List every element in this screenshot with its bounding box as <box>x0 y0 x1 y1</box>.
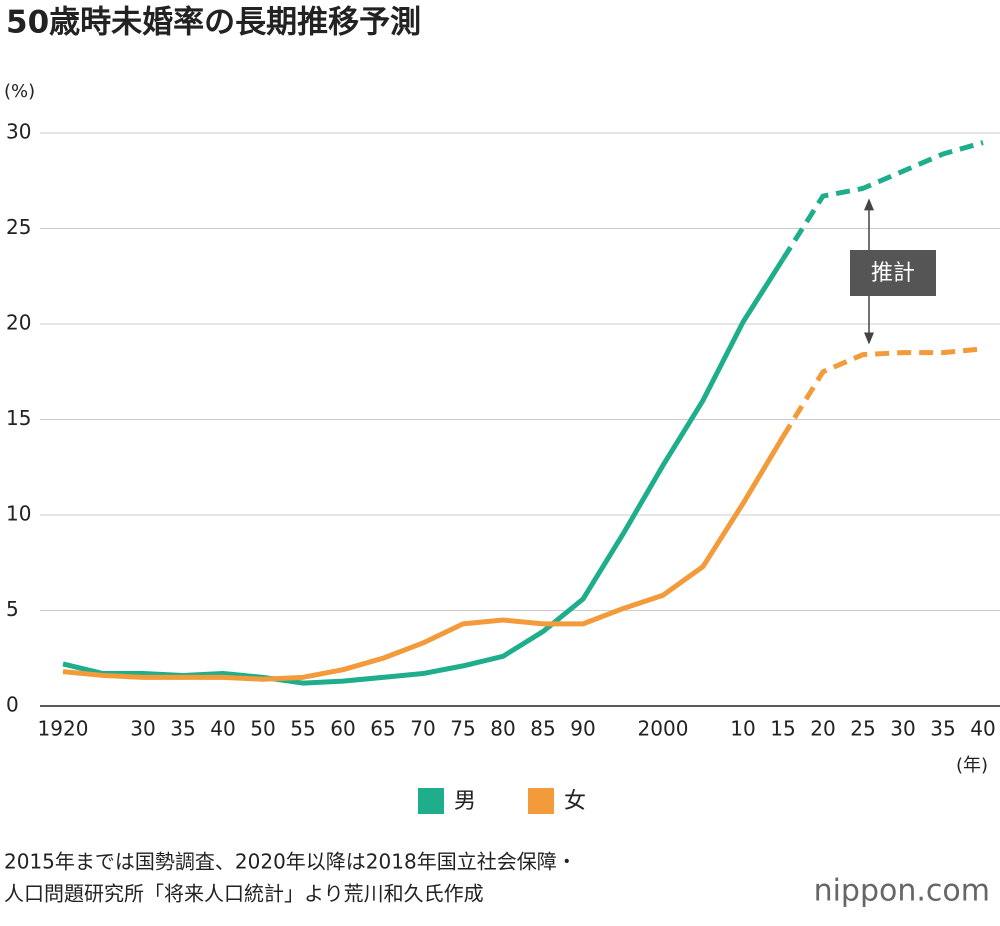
x-tick-label: 35 <box>930 717 955 741</box>
chart-title: 50歳時未婚率の長期推移予測 <box>6 5 421 41</box>
x-tick-label: 35 <box>170 717 195 741</box>
x-tick-label: 90 <box>570 717 595 741</box>
source-line: 2015年までは国勢調査、2020年以降は2018年国立社会保障・ <box>4 850 577 874</box>
series-line <box>780 346 984 439</box>
x-tick-label: 30 <box>130 717 155 741</box>
x-tick-label: 1920 <box>38 717 89 741</box>
series-line <box>780 140 984 261</box>
x-tick-label: 70 <box>410 717 435 741</box>
y-tick-label: 0 <box>6 693 19 717</box>
x-tick-label: 20 <box>810 717 835 741</box>
annotation-box <box>850 250 936 296</box>
y-tick-label: 25 <box>6 215 31 239</box>
x-tick-label: 60 <box>330 717 355 741</box>
x-tick-label: 50 <box>250 717 275 741</box>
x-tick-label: 10 <box>730 717 755 741</box>
y-tick-label: 10 <box>6 502 31 526</box>
x-tick-label: 15 <box>770 717 795 741</box>
y-tick-label: 5 <box>6 597 19 621</box>
x-tick-label: 85 <box>530 717 555 741</box>
series-line <box>62 257 786 686</box>
x-tick-label: 75 <box>450 717 475 741</box>
source-line: 人口問題研究所「将来人口統計」より荒川和久氏作成 <box>4 882 484 906</box>
x-tick-label: 30 <box>890 717 915 741</box>
legend-label: 女 <box>564 789 586 814</box>
legend-swatch <box>528 788 554 814</box>
legend-label: 男 <box>454 789 476 814</box>
watermark: nippon.com <box>814 874 990 909</box>
series-line <box>62 435 786 682</box>
x-tick-label: 40 <box>210 717 235 741</box>
y-tick-label: 15 <box>6 406 31 430</box>
x-tick-label: 65 <box>370 717 395 741</box>
y-tick-label: 20 <box>6 311 31 335</box>
x-tick-label: 2000 <box>638 717 689 741</box>
y-tick-label: 30 <box>6 120 31 144</box>
x-tick-label: 40 <box>970 717 995 741</box>
x-axis-unit: (年) <box>956 755 988 776</box>
x-tick-label: 55 <box>290 717 315 741</box>
annotation-label: 推計 <box>871 261 915 286</box>
y-axis-unit: (%) <box>4 81 35 102</box>
x-tick-label: 80 <box>490 717 515 741</box>
x-tick-label: 25 <box>850 717 875 741</box>
legend-swatch <box>418 788 444 814</box>
